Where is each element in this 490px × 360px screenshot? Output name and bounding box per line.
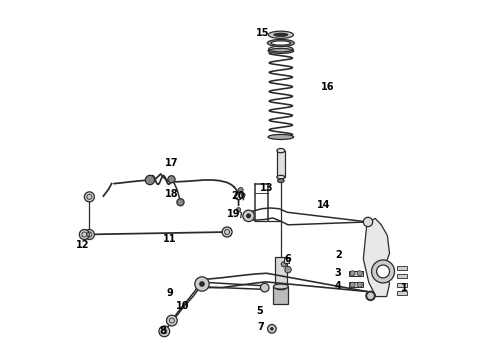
Ellipse shape xyxy=(273,284,289,289)
Circle shape xyxy=(281,262,286,267)
Circle shape xyxy=(366,291,375,301)
Bar xyxy=(397,291,407,295)
Circle shape xyxy=(84,192,95,202)
Text: 16: 16 xyxy=(321,82,334,92)
Bar xyxy=(397,283,407,287)
Circle shape xyxy=(235,193,242,200)
Polygon shape xyxy=(364,219,390,297)
Circle shape xyxy=(159,326,170,337)
Text: 2: 2 xyxy=(335,250,342,260)
Bar xyxy=(284,258,289,263)
Text: 18: 18 xyxy=(165,189,178,199)
Circle shape xyxy=(168,176,175,183)
Ellipse shape xyxy=(268,40,294,46)
Bar xyxy=(277,150,285,177)
Text: 14: 14 xyxy=(317,200,331,210)
Text: 20: 20 xyxy=(231,191,245,201)
Circle shape xyxy=(357,271,362,276)
Circle shape xyxy=(364,217,373,226)
Circle shape xyxy=(377,265,390,278)
Text: 15: 15 xyxy=(255,28,269,38)
Bar xyxy=(275,257,287,288)
Ellipse shape xyxy=(275,285,287,290)
Circle shape xyxy=(236,208,241,212)
Text: 7: 7 xyxy=(258,322,265,332)
Text: 8: 8 xyxy=(159,326,166,336)
Text: 3: 3 xyxy=(335,268,342,278)
Circle shape xyxy=(350,271,355,276)
Circle shape xyxy=(243,210,254,222)
Text: 9: 9 xyxy=(166,288,173,298)
Circle shape xyxy=(195,277,209,291)
Circle shape xyxy=(177,199,184,206)
Circle shape xyxy=(79,229,89,239)
Circle shape xyxy=(199,281,205,287)
Circle shape xyxy=(167,315,177,326)
Circle shape xyxy=(268,324,276,333)
Circle shape xyxy=(285,266,291,273)
Ellipse shape xyxy=(269,31,294,39)
Text: 1: 1 xyxy=(401,283,408,293)
Circle shape xyxy=(84,229,95,239)
Text: 17: 17 xyxy=(165,158,178,168)
Ellipse shape xyxy=(274,33,288,37)
Ellipse shape xyxy=(277,175,285,179)
Ellipse shape xyxy=(268,48,294,53)
Text: 13: 13 xyxy=(260,183,273,193)
Circle shape xyxy=(246,213,251,219)
Text: 5: 5 xyxy=(256,306,263,316)
Circle shape xyxy=(146,175,155,185)
Ellipse shape xyxy=(277,148,285,153)
Circle shape xyxy=(260,283,269,292)
Circle shape xyxy=(270,327,274,330)
Bar xyxy=(397,266,407,270)
Circle shape xyxy=(357,282,362,287)
Circle shape xyxy=(238,188,243,193)
Bar xyxy=(273,287,289,304)
Text: 6: 6 xyxy=(285,254,292,264)
Text: 4: 4 xyxy=(335,281,342,291)
Bar xyxy=(349,282,364,287)
Ellipse shape xyxy=(271,41,291,45)
Circle shape xyxy=(350,282,355,287)
Bar xyxy=(397,274,407,278)
Ellipse shape xyxy=(268,134,294,139)
Circle shape xyxy=(367,292,374,300)
Bar xyxy=(349,271,364,276)
Text: 11: 11 xyxy=(163,234,176,244)
Circle shape xyxy=(371,260,394,283)
Circle shape xyxy=(222,227,232,237)
Text: 12: 12 xyxy=(76,239,90,249)
Ellipse shape xyxy=(278,179,284,183)
Text: 19: 19 xyxy=(227,209,240,219)
Text: 10: 10 xyxy=(175,301,189,311)
